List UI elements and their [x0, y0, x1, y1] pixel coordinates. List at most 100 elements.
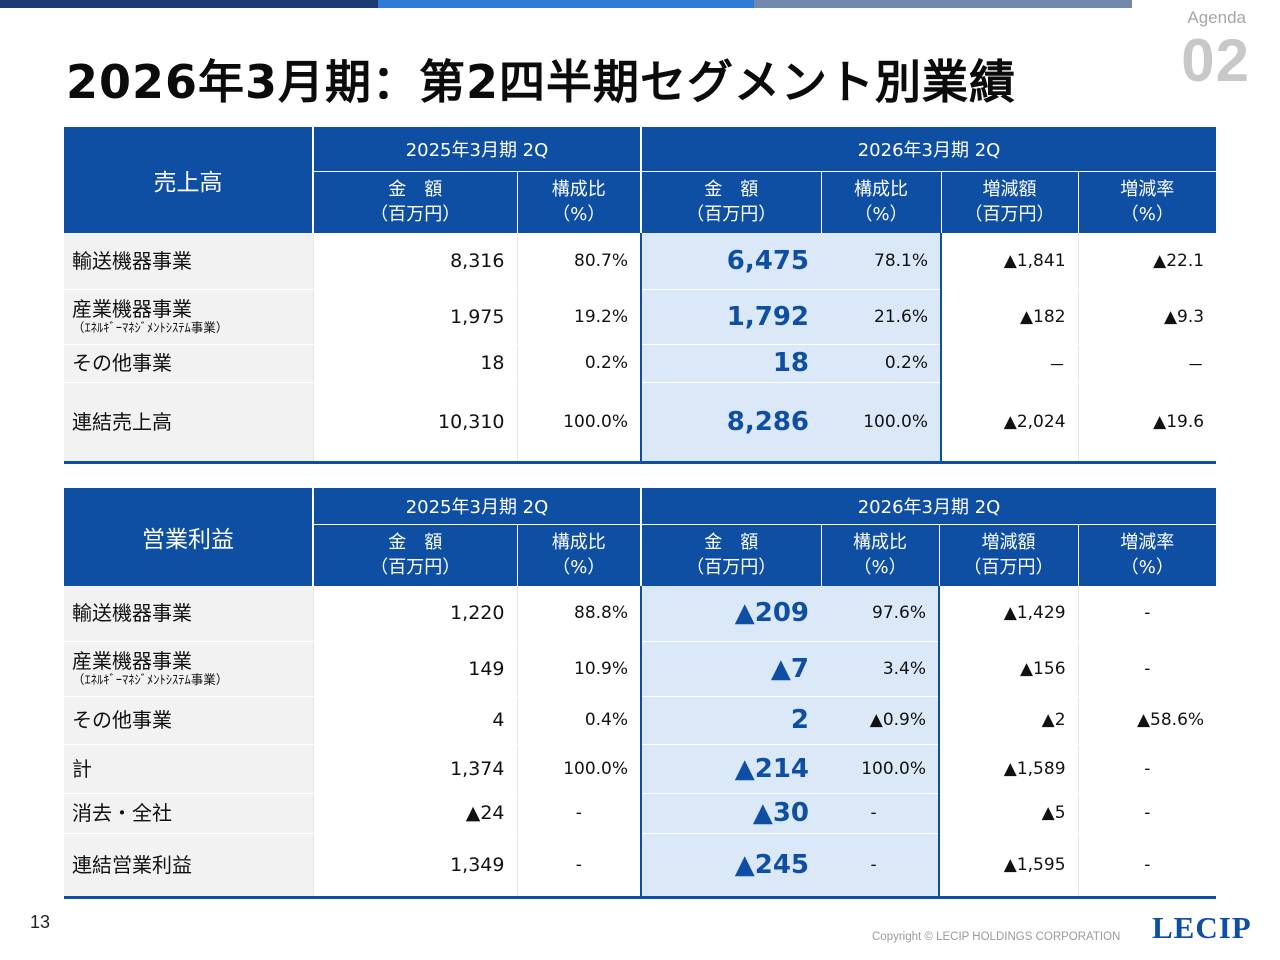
sales-header-prev-amount: 金 額（百万円） [312, 171, 517, 233]
curr-ratio: - [821, 793, 941, 834]
curr-ratio: 3.4% [821, 641, 941, 697]
table-row: 消去・全社 ▲24 - ▲30 - ▲5 - [64, 793, 1217, 834]
prev-ratio: - [516, 793, 642, 834]
profit-table: 営業利益 2025年3月期 2Q 2026年3月期 2Q 金 額（百万円） 構成… [64, 488, 1217, 899]
change-amount: ▲1,595 [938, 833, 1079, 899]
sales-period-curr: 2026年3月期 2Q [640, 127, 1217, 172]
top-accent-segment [378, 0, 754, 8]
row-label: 産業機器事業 （ｴﾈﾙｷﾞｰﾏﾈｼﾞﾒﾝﾄｼｽﾃﾑ事業） [64, 641, 313, 697]
change-rate: ▲19.6 [1077, 382, 1217, 464]
change-amount: ▲1,589 [938, 744, 1079, 794]
change-amount: ▲2 [938, 696, 1079, 745]
change-rate: － [1077, 344, 1217, 383]
prev-ratio: - [516, 833, 642, 899]
profit-header-change-amount: 増減額 （百万円） [938, 524, 1079, 586]
change-rate: ▲9.3 [1077, 289, 1217, 345]
profit-header-curr-ratio: 構成比 （%） [820, 524, 940, 586]
prev-amount: 8,316 [312, 233, 517, 290]
prev-amount: 149 [312, 641, 517, 697]
change-rate: - [1077, 744, 1217, 794]
top-accent-segment [754, 0, 1132, 8]
change-amount: ▲1,429 [938, 586, 1079, 642]
profit-header-change-rate: 増減率 （%） [1077, 524, 1217, 586]
curr-amount: ▲7 [640, 641, 822, 697]
row-label: 連結営業利益 [64, 833, 313, 899]
prev-amount: ▲24 [312, 793, 517, 834]
change-amount: ▲5 [938, 793, 1079, 834]
prev-ratio: 19.2% [516, 289, 642, 345]
row-label: 輸送機器事業 [64, 233, 313, 290]
page-title: 2026年3月期：第2四半期セグメント別業績 [66, 55, 1017, 109]
sales-table: 売上高 2025年3月期 2Q 2026年3月期 2Q 金 額（百万円） 構成比… [64, 127, 1217, 464]
sales-header-prev-ratio: 構成比 （%） [516, 171, 642, 233]
curr-ratio: 78.1% [821, 233, 943, 290]
row-label: 計 [64, 744, 313, 794]
prev-amount: 1,374 [312, 744, 517, 794]
row-label: 消去・全社 [64, 793, 313, 834]
sales-header-change-rate: 増減率 （%） [1077, 171, 1217, 233]
change-rate: ▲22.1 [1077, 233, 1217, 290]
prev-ratio: 0.2% [516, 344, 642, 383]
profit-corner-header: 営業利益 [64, 488, 313, 586]
top-accent-bar [0, 0, 1132, 8]
row-label: 産業機器事業 （ｴﾈﾙｷﾞｰﾏﾈｼﾞﾒﾝﾄｼｽﾃﾑ事業） [64, 289, 313, 345]
change-rate: - [1077, 586, 1217, 642]
prev-amount: 1,349 [312, 833, 517, 899]
curr-ratio: 97.6% [821, 586, 941, 642]
row-sublabel: （ｴﾈﾙｷﾞｰﾏﾈｼﾞﾒﾝﾄｼｽﾃﾑ事業） [72, 320, 229, 335]
prev-ratio: 0.4% [516, 696, 642, 745]
profit-period-curr: 2026年3月期 2Q [640, 488, 1217, 525]
curr-ratio: 0.2% [821, 344, 943, 383]
change-rate: - [1077, 641, 1217, 697]
curr-amount: ▲214 [640, 744, 822, 794]
curr-amount: 2 [640, 696, 822, 745]
change-rate: - [1077, 793, 1217, 834]
prev-amount: 10,310 [312, 382, 517, 464]
table-row: 輸送機器事業 1,220 88.8% ▲209 97.6% ▲1,429 - [64, 586, 1217, 642]
sales-header-curr-amount: 金 額（百万円） [640, 171, 822, 233]
table-row: 産業機器事業 （ｴﾈﾙｷﾞｰﾏﾈｼﾞﾒﾝﾄｼｽﾃﾑ事業） 1,975 19.2% … [64, 289, 1217, 345]
sales-period-prev: 2025年3月期 2Q [311, 127, 642, 172]
row-label: 輸送機器事業 [64, 586, 313, 642]
curr-amount: ▲245 [640, 833, 822, 899]
change-amount: － [940, 344, 1079, 383]
prev-ratio: 100.0% [516, 382, 642, 464]
row-label: その他事業 [64, 344, 313, 383]
prev-amount: 1,220 [312, 586, 517, 642]
curr-amount: ▲30 [640, 793, 822, 834]
change-amount: ▲182 [940, 289, 1079, 345]
top-accent-segment [0, 0, 378, 8]
sales-header-curr-ratio: 構成比 （%） [820, 171, 942, 233]
curr-ratio: 100.0% [821, 382, 943, 464]
copyright-text: Copyright © LECIP HOLDINGS CORPORATION [872, 931, 1121, 943]
agenda-number: 02 [1181, 27, 1250, 94]
prev-amount: 18 [312, 344, 517, 383]
curr-ratio: 21.6% [821, 289, 943, 345]
prev-ratio: 100.0% [516, 744, 642, 794]
profit-header-prev-amount: 金 額（百万円） [312, 524, 517, 586]
curr-amount: 1,792 [640, 289, 822, 345]
curr-amount: 18 [640, 344, 822, 383]
curr-ratio: - [821, 833, 941, 899]
prev-amount: 1,975 [312, 289, 517, 345]
curr-ratio: ▲0.9% [821, 696, 941, 745]
profit-header-curr-amount: 金 額（百万円） [640, 524, 822, 586]
row-sublabel: （ｴﾈﾙｷﾞｰﾏﾈｼﾞﾒﾝﾄｼｽﾃﾑ事業） [72, 672, 229, 687]
change-rate: ▲58.6% [1077, 696, 1217, 745]
profit-period-prev: 2025年3月期 2Q [311, 488, 642, 525]
row-label: その他事業 [64, 696, 313, 745]
curr-amount: ▲209 [640, 586, 822, 642]
table-row: その他事業 4 0.4% 2 ▲0.9% ▲2 ▲58.6% [64, 696, 1217, 745]
table-row: 輸送機器事業 8,316 80.7% 6,475 78.1% ▲1,841 ▲2… [64, 233, 1217, 290]
prev-amount: 4 [312, 696, 517, 745]
table-row: 産業機器事業 （ｴﾈﾙｷﾞｰﾏﾈｼﾞﾒﾝﾄｼｽﾃﾑ事業） 149 10.9% ▲7… [64, 641, 1217, 697]
page-number: 13 [30, 912, 51, 932]
table-row: 連結売上高 10,310 100.0% 8,286 100.0% ▲2,024 … [64, 382, 1217, 464]
company-logo: LECIP [1152, 910, 1252, 945]
curr-ratio: 100.0% [821, 744, 941, 794]
prev-ratio: 88.8% [516, 586, 642, 642]
row-label: 連結売上高 [64, 382, 313, 464]
curr-amount: 6,475 [640, 233, 822, 290]
sales-corner-header: 売上高 [64, 127, 313, 233]
change-amount: ▲1,841 [940, 233, 1079, 290]
